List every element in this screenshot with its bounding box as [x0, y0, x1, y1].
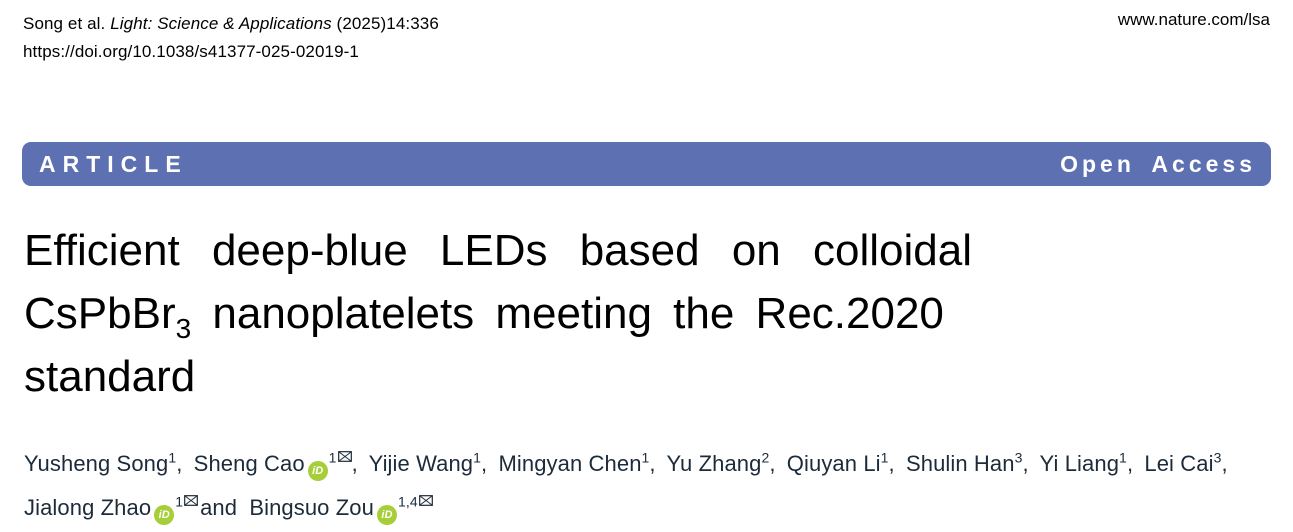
open-access-label: Open Access	[1060, 150, 1256, 177]
citation-suffix: (2025)14:336	[331, 14, 439, 33]
author-name: Jialong Zhao	[24, 495, 152, 520]
author-separator: ,	[176, 451, 183, 476]
author-jialong-zhao: Jialong Zhao iD1	[24, 493, 198, 525]
orcid-icon[interactable]: iD	[307, 461, 328, 481]
affiliation-superscript: 1	[328, 449, 337, 466]
article-type-label: ARTICLE	[39, 150, 188, 177]
author-line-2: Jialong Zhao iD1 and Bingsuo Zou iD1,4	[24, 486, 1276, 530]
author-yusheng-song: Yusheng Song1	[24, 451, 176, 476]
title-line-3: standard	[24, 352, 196, 401]
corresponding-email-icon[interactable]	[184, 495, 198, 506]
author-name: Yi Liang	[1039, 451, 1120, 476]
author-separator: ,	[649, 451, 656, 476]
title-line-1: Efficient deep-blue LEDs based on colloi…	[24, 226, 972, 275]
author-yijie-wang: Yijie Wang1	[369, 451, 481, 476]
author-separator: ,	[1126, 451, 1134, 476]
author-sheng-cao: Sheng Cao iD1	[193, 449, 352, 481]
affiliation-superscript: 1	[880, 449, 889, 466]
author-name: Bingsuo Zou	[249, 495, 374, 520]
author-name: Yusheng Song	[24, 451, 169, 476]
corresponding-email-icon[interactable]	[418, 495, 433, 506]
orcid-icon[interactable]: iD	[154, 505, 175, 525]
affiliation-superscript: 3	[1014, 449, 1023, 466]
author-qiuyan-li: Qiuyan Li1	[787, 451, 889, 476]
author-separator: ,	[1022, 451, 1029, 476]
author-line-1: Yusheng Song1, Sheng Cao iD1, Yijie Wang1…	[24, 442, 1276, 486]
author-yi-liang: Yi Liang1	[1040, 451, 1127, 476]
affiliation-superscript: 2	[761, 449, 770, 466]
title-line-2: CsPbBr3 nanoplatelets meeting the Rec.20…	[24, 282, 1204, 345]
paper-title: Efficient deep-blue LEDs based on colloi…	[24, 219, 1204, 408]
affiliation-superscript: 1	[168, 449, 177, 466]
formula-subscript: 3	[175, 312, 192, 344]
author-mingyan-chen: Mingyan Chen1	[498, 451, 649, 476]
affiliation-superscript: 1,4	[397, 493, 418, 510]
doi-link[interactable]: https://doi.org/10.1038/s41377-025-02019…	[23, 42, 359, 61]
title-line-2-rest: nanoplatelets meeting the Rec.2020	[191, 289, 944, 338]
journal-name: Light: Science & Applications	[110, 14, 332, 33]
corresponding-email-icon[interactable]	[337, 451, 352, 462]
affiliation-superscript: 1	[1119, 449, 1127, 466]
author-bingsuo-zou: Bingsuo Zou iD1,4	[249, 493, 433, 525]
citation-text: Song et al. Light: Science & Application…	[23, 14, 439, 33]
author-name: Qiuyan Li	[786, 451, 881, 476]
author-yu-zhang: Yu Zhang2	[666, 451, 769, 476]
author-separator: ,	[888, 451, 895, 476]
author-name: Shulin Han	[905, 451, 1015, 476]
author-lei-cai: Lei Cai3	[1144, 451, 1221, 476]
affiliation-superscript: 1	[473, 449, 482, 466]
author-name: Yu Zhang	[666, 451, 762, 476]
author-separator: ,	[1221, 451, 1228, 476]
author-name: Yijie Wang	[368, 451, 474, 476]
affiliation-superscript: 3	[1213, 449, 1222, 466]
author-name: Sheng Cao	[193, 451, 305, 476]
affiliation-superscript: 1	[175, 493, 184, 510]
orcid-icon[interactable]: iD	[376, 505, 397, 525]
citation-prefix: Song et al.	[23, 14, 111, 33]
running-head-citation: Song et al. Light: Science & Application…	[23, 10, 439, 66]
affiliation-superscript: 1	[641, 449, 650, 466]
article-banner: ARTICLE Open Access	[22, 142, 1271, 186]
author-name: Lei Cai	[1144, 451, 1214, 476]
author-list: Yusheng Song1, Sheng Cao iD1, Yijie Wang1…	[24, 442, 1276, 530]
author-separator: ,	[769, 451, 776, 476]
author-separator: ,	[481, 451, 488, 476]
author-conjunction: and	[200, 495, 238, 520]
author-separator: ,	[351, 451, 358, 476]
author-name: Mingyan Chen	[498, 451, 642, 476]
formula-base: CsPbBr	[24, 289, 176, 338]
author-shulin-han: Shulin Han3	[906, 451, 1023, 476]
journal-url-link[interactable]: www.nature.com/lsa	[1117, 10, 1270, 29]
